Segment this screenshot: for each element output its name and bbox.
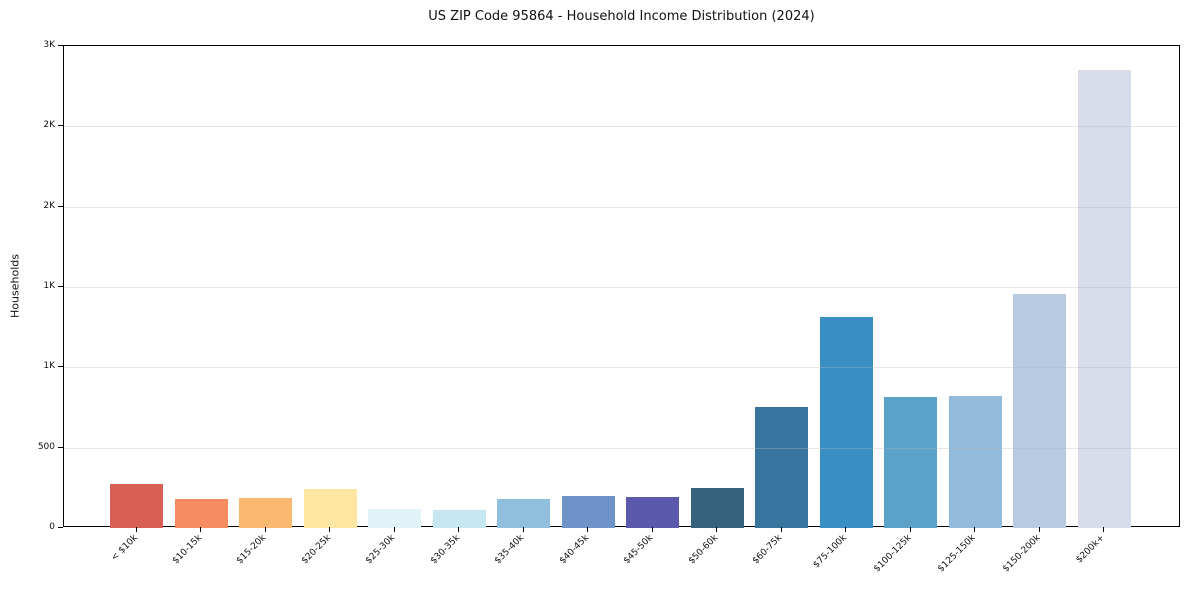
gridline [64,367,1179,369]
gridline [64,206,1179,208]
x-tick-label: $200k+ [1074,533,1108,566]
x-tick-mark [522,527,524,532]
x-tick-label: $15-20k [235,533,269,567]
y-tick-label: 3K [43,40,55,50]
x-tick-mark [458,527,459,532]
x-tick-mark [393,527,395,532]
x-tick-mark [200,527,201,532]
bar-$75-100k [819,317,873,528]
x-tick-label: $45-50k [622,533,656,567]
y-tick-mark [58,45,63,46]
x-tick-mark [974,527,975,532]
x-tick-mark [1103,527,1104,532]
y-tick-label: 500 [37,441,55,452]
x-tick-mark [780,527,782,532]
x-tick-label: $30-35k [428,533,463,567]
x-tick-mark [587,527,588,532]
x-tick-label: $100-125k [872,533,914,575]
chart-title: US ZIP Code 95864 - Household Income Dis… [428,9,815,24]
x-tick-label: $10-15k [170,533,205,567]
y-tick-mark [58,205,63,207]
x-tick-label: $75-100k [811,533,850,571]
y-tick-label: 0 [49,522,55,532]
bar-$25-30k [368,509,421,528]
x-tick-label: $40-45k [557,533,592,567]
y-tick-mark [58,286,63,287]
x-tick-label: $35-40k [493,533,527,567]
bar-$45-50k [626,496,679,528]
x-tick-mark [329,527,330,532]
x-tick-label: $60-75k [751,533,785,567]
x-tick-mark [135,527,137,532]
x-tick-label: < $10k [109,533,140,564]
bar-$35-40k [497,499,550,528]
bar-< $10k [110,483,163,528]
x-tick-label: $150-200k [1001,533,1043,575]
y-tick-mark [58,125,63,127]
x-tick-mark [909,527,911,532]
x-tick-label: $20-25k [299,533,334,567]
bar-$60-75k [755,407,808,528]
y-tick-mark [58,527,63,528]
x-tick-mark [264,527,266,532]
bar-$150-200k [1013,294,1066,528]
y-tick-mark [58,446,63,448]
y-tick-label: 2K [43,120,55,131]
gridline [64,447,1179,449]
bar-$100-125k [884,396,937,528]
bar-$10-15k [174,499,228,528]
gridline [64,287,1179,288]
x-tick-mark [1038,527,1040,532]
bar-$40-45k [561,496,615,528]
x-tick-mark [716,527,717,532]
y-tick-mark [58,366,63,368]
bar-$200k+ [1077,70,1131,528]
y-tick-label: 2K [43,200,55,211]
gridline [64,126,1179,128]
plot-area [63,45,1180,528]
x-tick-label: $50-60k [686,533,721,567]
bar-$125-150k [948,395,1002,528]
bar-$50-60k [690,487,744,528]
x-tick-mark [845,527,846,532]
bar-$30-35k [432,510,486,528]
x-tick-label: $125-150k [936,533,979,575]
y-tick-label: 1K [43,361,55,372]
x-tick-label: $25-30k [364,533,398,567]
x-tick-mark [651,527,653,532]
bar-$15-20k [239,497,292,528]
y-tick-label: 1K [43,281,55,291]
bar-$20-25k [303,488,357,528]
